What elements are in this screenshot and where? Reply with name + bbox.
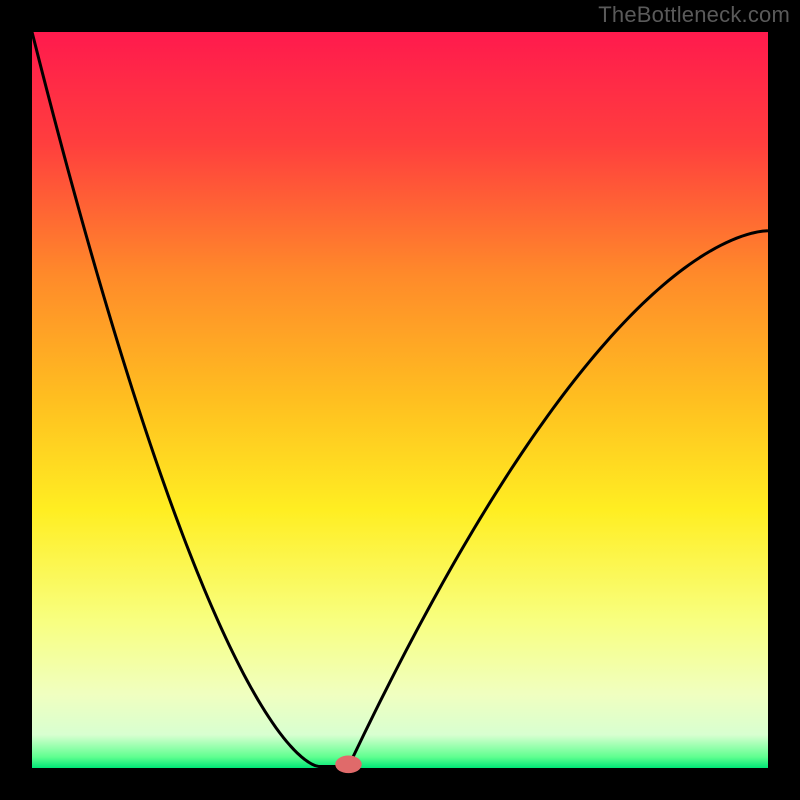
optimal-point-marker	[335, 755, 361, 773]
chart-container: TheBottleneck.com	[0, 0, 800, 800]
bottleneck-chart	[0, 0, 800, 800]
chart-background	[32, 32, 768, 768]
